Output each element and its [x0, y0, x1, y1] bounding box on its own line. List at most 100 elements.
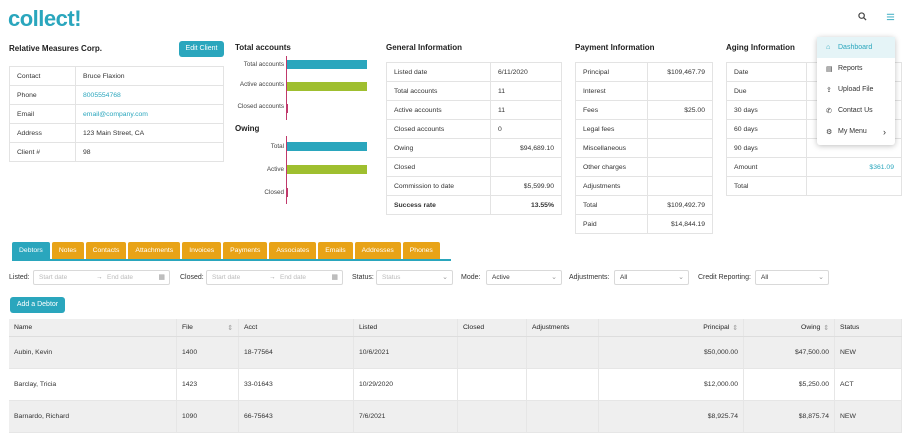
tab-invoices[interactable]: Invoices — [182, 242, 222, 259]
cell-file: 1400 — [177, 337, 239, 368]
credit-reporting-label: Credit Reporting: — [698, 274, 751, 281]
column-header-status[interactable]: Status — [835, 319, 902, 336]
row-value: 0 — [490, 119, 562, 139]
general-info-table: Listed date 6/11/2020 Total accounts 11 Acti… — [386, 62, 562, 215]
payment-row: Fees $25.00 — [575, 100, 713, 120]
edit-client-button[interactable]: Edit Client — [179, 41, 224, 57]
row-value — [647, 119, 713, 139]
tab-attachments[interactable]: Attachments — [128, 242, 181, 259]
client-row-contact: Contact Bruce Flaxion — [9, 66, 224, 86]
app-logo[interactable]: collect! — [8, 6, 82, 31]
column-header-file[interactable]: File ⇕ — [177, 319, 239, 336]
cell-principal: $12,000.00 — [599, 369, 744, 400]
arrow-right-icon: → — [96, 274, 103, 281]
column-header-adjustments[interactable]: Adjustments — [527, 319, 599, 336]
column-header-closed[interactable]: Closed — [458, 319, 527, 336]
row-label: Success rate — [386, 195, 491, 215]
listed-date-range[interactable]: Start date → End date ▦ — [33, 270, 170, 285]
column-header-listed[interactable]: Listed — [354, 319, 458, 336]
chart-bar-active — [287, 82, 367, 91]
add-debtor-button[interactable]: Add a Debtor — [10, 297, 65, 313]
sort-icon[interactable]: ⇕ — [732, 324, 738, 332]
table-row[interactable]: Aubin, Kevin 1400 18-77564 10/6/2021 $50,000… — [9, 337, 902, 369]
chart-label: Total accounts — [243, 61, 284, 68]
client-name: Relative Measures Corp. — [9, 44, 102, 53]
tab-notes[interactable]: Notes — [51, 242, 84, 259]
general-row: Listed date 6/11/2020 — [386, 62, 562, 82]
column-header-principal[interactable]: Principal ⇕ — [599, 319, 744, 336]
menu-item-my-menu[interactable]: ⚙ My Menu › — [826, 126, 886, 137]
client-info-table: Contact Bruce Flaxion Phone 8005554768 Ema… — [9, 66, 224, 162]
row-label: Paid — [575, 214, 648, 234]
row-label: Interest — [575, 81, 648, 101]
credit-reporting-select[interactable]: All ⌄ — [755, 270, 829, 285]
table-row[interactable]: Barclay, Tricia 1423 33-01643 10/29/2020 $12… — [9, 369, 902, 401]
column-header-name[interactable]: Name — [9, 319, 177, 336]
cell-closed — [458, 369, 527, 400]
menu-item-dashboard[interactable]: ⌂ Dashboard — [817, 37, 895, 58]
search-icon[interactable] — [858, 12, 867, 24]
chevron-right-icon: › — [883, 126, 886, 137]
phone-link[interactable]: 8005554768 — [75, 85, 224, 105]
column-header-acct[interactable]: Acct — [239, 319, 354, 336]
row-label: Total — [726, 176, 807, 196]
menu-item-upload-file[interactable]: ⇪ Upload File — [826, 86, 874, 94]
adjustments-select[interactable]: All ⌄ — [614, 270, 689, 285]
payment-row: Other charges — [575, 157, 713, 177]
row-value — [806, 176, 902, 196]
cell-listed: 10/6/2021 — [354, 337, 458, 368]
row-value: 11 — [490, 81, 562, 101]
email-link[interactable]: email@company.com — [75, 104, 224, 124]
closed-date-range[interactable]: Start date → End date ▦ — [206, 270, 343, 285]
row-label: 60 days — [726, 119, 807, 139]
payment-row: Miscellaneous — [575, 138, 713, 158]
row-label: 90 days — [726, 138, 807, 158]
cell-file: 1423 — [177, 369, 239, 400]
hamburger-menu-icon[interactable] — [886, 12, 895, 24]
column-header-owing[interactable]: Owing ⇕ — [744, 319, 835, 336]
table-row[interactable]: Barnardo, Richard 1090 66-75643 7/6/2021 $8,… — [9, 401, 902, 433]
cell-owing: $8,875.74 — [744, 401, 835, 432]
calendar-icon: ▦ — [158, 274, 165, 281]
tab-underline — [12, 259, 451, 261]
tab-debtors[interactable]: Debtors — [12, 242, 50, 259]
tab-contacts[interactable]: Contacts — [85, 242, 127, 259]
sort-icon[interactable]: ⇕ — [823, 324, 829, 332]
row-label: Listed date — [386, 62, 491, 82]
tab-addresses[interactable]: Addresses — [354, 242, 401, 259]
row-label: Fees — [575, 100, 648, 120]
cell-owing: $5,250.00 — [744, 369, 835, 400]
chevron-down-icon: ⌄ — [678, 274, 684, 281]
main-menu-dropdown: ⌂ Dashboard ▤ Reports ⇪ Upload File ✆ Contac… — [817, 37, 895, 145]
sort-icon[interactable]: ⇕ — [227, 324, 233, 332]
row-label: Closed — [386, 157, 491, 177]
chart-bar-total — [287, 60, 367, 69]
debtor-tabs: Debtors Notes Contacts Attachments Invoices P… — [12, 242, 440, 259]
chart-label: Active accounts — [239, 81, 284, 88]
row-value: $5,599.90 — [490, 176, 562, 196]
general-row: Closed — [386, 157, 562, 177]
upload-icon: ⇪ — [826, 86, 832, 94]
payment-row: Interest — [575, 81, 713, 101]
tab-phones[interactable]: Phones — [402, 242, 440, 259]
owing-title: Owing — [235, 124, 260, 133]
cell-adjustments — [527, 369, 599, 400]
menu-item-contact-us[interactable]: ✆ Contact Us — [826, 107, 873, 115]
chart-bar-total — [287, 142, 367, 151]
menu-item-reports[interactable]: ▤ Reports — [826, 65, 863, 73]
aging-row: Total — [726, 176, 902, 196]
listed-label: Listed: — [9, 274, 30, 281]
tab-associates[interactable]: Associates — [269, 242, 317, 259]
row-value: $109,467.79 — [647, 62, 713, 82]
client-row-address: Address 123 Main Street, CA — [9, 123, 224, 143]
cell-name: Barclay, Tricia — [9, 369, 177, 400]
row-label: Total — [575, 195, 648, 215]
grid-header: Name File ⇕ Acct Listed Closed Adjustments Prin… — [9, 319, 902, 337]
row-label: Due — [726, 81, 807, 101]
mode-select[interactable]: Active ⌄ — [486, 270, 562, 285]
tab-payments[interactable]: Payments — [223, 242, 268, 259]
cell-owing: $47,500.00 — [744, 337, 835, 368]
status-select[interactable]: Status ⌄ — [376, 270, 453, 285]
tab-emails[interactable]: Emails — [318, 242, 353, 259]
row-value: 6/11/2020 — [490, 62, 562, 82]
